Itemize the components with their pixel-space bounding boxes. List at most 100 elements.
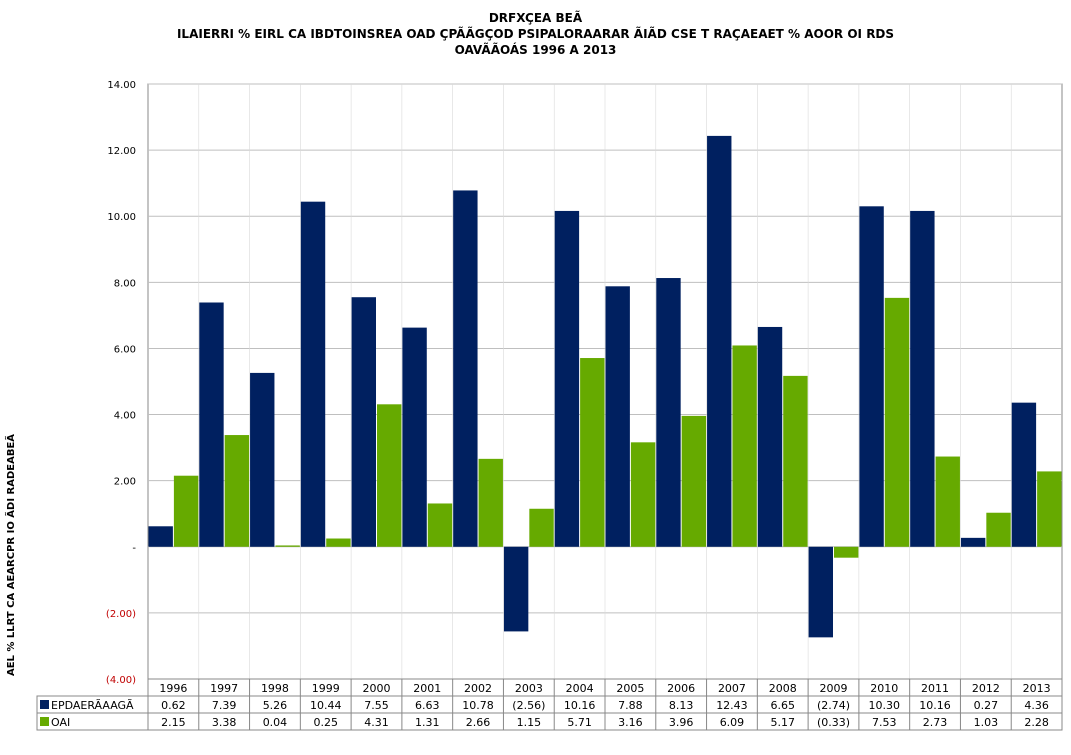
bar-series2	[884, 297, 910, 547]
category-label: 2004	[566, 682, 594, 695]
data-label: (2.74)	[817, 699, 850, 712]
y-tick-label: (4.00)	[106, 675, 136, 686]
bar-series2	[173, 475, 199, 547]
bar-series1	[910, 210, 935, 547]
bar-series1	[351, 297, 376, 547]
data-label: 7.55	[364, 699, 389, 712]
bar-series2	[427, 503, 453, 547]
category-label: 2001	[413, 682, 441, 695]
data-label: 5.26	[263, 699, 288, 712]
bar-series2	[1037, 471, 1062, 547]
data-label: 10.44	[310, 699, 342, 712]
bar-series2	[681, 415, 707, 547]
category-label: 2002	[464, 682, 492, 695]
bar-series2	[732, 345, 757, 547]
data-label: 1.31	[415, 716, 440, 729]
bar-series1	[707, 135, 732, 547]
category-label: 1998	[261, 682, 289, 695]
data-label: 0.27	[974, 699, 999, 712]
data-label: 2.66	[466, 716, 491, 729]
data-label: 6.09	[720, 716, 745, 729]
data-label: 6.65	[770, 699, 795, 712]
data-label: 1.03	[974, 716, 999, 729]
data-label: 12.43	[716, 699, 748, 712]
data-label: 7.53	[872, 716, 897, 729]
data-label: 5.17	[770, 716, 795, 729]
legend-key-series2	[40, 717, 49, 726]
data-label: 4.31	[364, 716, 389, 729]
category-label: 1996	[159, 682, 187, 695]
y-tick-label: 12.00	[107, 146, 136, 157]
bar-series1	[554, 210, 580, 547]
bar-series2	[986, 512, 1011, 547]
bar-series1	[808, 546, 833, 638]
category-label: 2008	[769, 682, 797, 695]
bar-series2	[783, 375, 808, 547]
bar-series2	[834, 546, 859, 558]
y-tick-label: 10.00	[107, 212, 136, 223]
data-label: 3.96	[669, 716, 694, 729]
y-tick-label: 14.00	[107, 80, 136, 91]
data-label: 3.38	[212, 716, 237, 729]
bar-series1	[503, 546, 529, 632]
data-label: (0.33)	[817, 716, 850, 729]
data-label: 6.63	[415, 699, 440, 712]
bar-series2	[224, 435, 250, 547]
bar-series2	[529, 508, 554, 547]
legend-key-series1	[40, 700, 49, 709]
bar-series1	[859, 206, 884, 547]
category-label: 2010	[870, 682, 898, 695]
chart-title-block: DRFXÇEA BEÃ ILAIERRI % EIRL CA IBDTOINSR…	[0, 10, 1071, 58]
bar-series2	[275, 545, 300, 547]
y-tick-label: 8.00	[114, 278, 136, 289]
legend-label-series1: EPDAERÃAAGÃ	[51, 699, 134, 712]
data-label: 5.71	[567, 716, 592, 729]
data-label: 0.25	[313, 716, 338, 729]
y-tick-label: 6.00	[114, 344, 136, 355]
bar-series2	[935, 456, 960, 547]
data-label: 2.15	[161, 716, 186, 729]
category-label: 2012	[972, 682, 1000, 695]
category-label: 2006	[667, 682, 695, 695]
data-label: 0.04	[263, 716, 288, 729]
y-tick-label: 4.00	[114, 411, 136, 422]
chart-subtitle-period: OAVÃÃOÁS 1996 A 2013	[454, 43, 617, 57]
bar-series2	[580, 358, 605, 547]
bar-series1	[300, 201, 326, 547]
category-label: 2013	[1023, 682, 1051, 695]
data-label: 10.16	[564, 699, 596, 712]
bar-series1	[1011, 402, 1037, 547]
category-label: 2000	[363, 682, 391, 695]
data-label: 10.78	[462, 699, 494, 712]
data-label: 7.88	[618, 699, 643, 712]
category-label: 2005	[616, 682, 644, 695]
bar-series1	[453, 190, 478, 547]
legend-label-series2: OAI	[51, 716, 70, 729]
bar-series1	[757, 326, 783, 547]
bar-series1	[605, 286, 630, 547]
chart-title: DRFXÇEA BEÃ	[488, 11, 583, 25]
data-label: 4.36	[1024, 699, 1049, 712]
data-label: 0.62	[161, 699, 186, 712]
data-label: 2.28	[1024, 716, 1049, 729]
bar-series2	[377, 404, 402, 547]
bar-series1	[656, 278, 681, 547]
data-label: 7.39	[212, 699, 237, 712]
data-label: 2.73	[923, 716, 948, 729]
category-label: 2003	[515, 682, 543, 695]
bar-series1	[960, 537, 986, 547]
data-label: 10.30	[869, 699, 901, 712]
bar-series1	[402, 327, 427, 547]
y-tick-label: (2.00)	[106, 609, 136, 620]
bar-series1	[250, 372, 275, 547]
data-label: 10.16	[919, 699, 951, 712]
bar-series1	[148, 526, 173, 547]
bar-series2	[326, 538, 351, 547]
data-label: 8.13	[669, 699, 694, 712]
category-label: 2011	[921, 682, 949, 695]
category-label: 2009	[820, 682, 848, 695]
data-label: 3.16	[618, 716, 643, 729]
category-label: 2007	[718, 682, 746, 695]
category-label: 1997	[210, 682, 238, 695]
